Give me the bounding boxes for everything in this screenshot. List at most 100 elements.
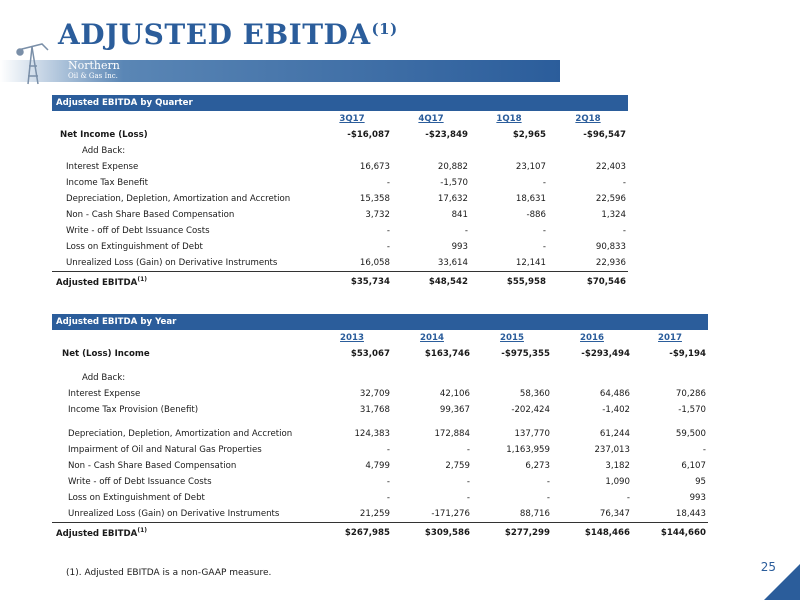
table-cell: -1,402 bbox=[602, 405, 630, 415]
table-cell: - bbox=[386, 178, 390, 188]
table-cell: 42,106 bbox=[439, 389, 470, 399]
table-cell: - bbox=[546, 477, 550, 487]
table-cell: 70,286 bbox=[675, 389, 706, 399]
table-row: Add Back: bbox=[52, 143, 628, 159]
table-cell: 58,360 bbox=[519, 389, 550, 399]
footnote: (1). Adjusted EBITDA is a non-GAAP measu… bbox=[66, 568, 272, 578]
table-cell: 3,732 bbox=[365, 210, 390, 220]
total-cell: $48,542 bbox=[392, 271, 470, 292]
logo-line1: Northern bbox=[68, 59, 120, 72]
table-cell: -$975,355 bbox=[501, 349, 550, 359]
table-cell: 33,614 bbox=[437, 258, 468, 268]
table-cell: -1,570 bbox=[678, 405, 706, 415]
total-row: Adjusted EBITDA(1) $267,985 $309,586 $277,2… bbox=[52, 522, 708, 543]
table-cell: 2,759 bbox=[445, 461, 470, 471]
table-cell: 6,273 bbox=[525, 461, 550, 471]
logo-band bbox=[0, 60, 560, 82]
corner-decoration bbox=[764, 564, 800, 600]
row-label: Income Tax Provision (Benefit) bbox=[68, 405, 199, 415]
row-label: Write - off of Debt Issuance Costs bbox=[68, 477, 212, 487]
total-label: Adjusted EBITDA(1) bbox=[52, 271, 312, 292]
table-cell: 3,182 bbox=[605, 461, 630, 471]
table-cell: - bbox=[542, 242, 546, 252]
table-cell: $163,746 bbox=[424, 349, 470, 359]
row-label: Unrealized Loss (Gain) on Derivative Ins… bbox=[68, 509, 280, 519]
table-cell: 23,107 bbox=[515, 162, 546, 172]
table-cell: 1,324 bbox=[601, 210, 626, 220]
table-row: Depreciation, Depletion, Amortization an… bbox=[52, 191, 628, 207]
row-label: Loss on Extinguishment of Debt bbox=[68, 493, 205, 503]
table-row: Net (Loss) Income $53,067 $163,746 -$975,35… bbox=[52, 346, 708, 362]
table-cell: - bbox=[622, 226, 626, 236]
table-cell: -886 bbox=[526, 210, 546, 220]
total-cell: $70,546 bbox=[548, 271, 628, 292]
table-cell: - bbox=[622, 178, 626, 188]
table-cell: $53,067 bbox=[350, 349, 390, 359]
total-cell: $267,985 bbox=[312, 522, 392, 543]
table-row: Non - Cash Share Based Compensation 4,799… bbox=[52, 458, 708, 474]
table-cell: 18,443 bbox=[675, 509, 706, 519]
row-label: Non - Cash Share Based Compensation bbox=[68, 461, 237, 471]
table-cell: 16,058 bbox=[359, 258, 390, 268]
table-cell: 61,244 bbox=[599, 429, 630, 439]
table-row: Non - Cash Share Based Compensation 3,732… bbox=[52, 207, 628, 223]
table-cell: 993 bbox=[689, 493, 706, 503]
table-cell: - bbox=[542, 226, 546, 236]
table-row: Write - off of Debt Issuance Costs - - - - bbox=[52, 223, 628, 239]
total-cell: $277,299 bbox=[472, 522, 552, 543]
table-cell: 1,090 bbox=[605, 477, 630, 487]
logo-line2: Oil & Gas Inc. bbox=[68, 72, 118, 80]
table-row: Loss on Extinguishment of Debt - 993 - 90,83… bbox=[52, 239, 628, 255]
table-cell: 20,882 bbox=[437, 162, 468, 172]
table-cell: 90,833 bbox=[595, 242, 626, 252]
column-header: 1Q18 bbox=[496, 114, 522, 124]
table-cell: 17,632 bbox=[437, 194, 468, 204]
table-cell: - bbox=[464, 226, 468, 236]
row-spacer bbox=[52, 362, 708, 370]
table-row: Loss on Extinguishment of Debt - - - - 993 bbox=[52, 490, 708, 506]
oil-rig-icon bbox=[16, 43, 49, 85]
table-cell: 59,500 bbox=[675, 429, 706, 439]
row-label: Interest Expense bbox=[66, 162, 139, 172]
table-cell: 18,631 bbox=[515, 194, 546, 204]
table-row: Interest Expense 16,673 20,882 23,107 22,403 bbox=[52, 159, 628, 175]
table-row: Net Income (Loss) -$16,087 -$23,849 $2,965 -… bbox=[52, 127, 628, 143]
table-cell: - bbox=[702, 445, 706, 455]
table-cell: 99,367 bbox=[439, 405, 470, 415]
table-cell: - bbox=[466, 477, 470, 487]
page-title: ADJUSTED EBITDA(1) bbox=[58, 18, 398, 51]
row-label: Write - off of Debt Issuance Costs bbox=[66, 226, 210, 236]
table-cell: 32,709 bbox=[359, 389, 390, 399]
row-label: Net (Loss) Income bbox=[62, 349, 150, 359]
row-label: Income Tax Benefit bbox=[66, 178, 148, 188]
table-cell: - bbox=[466, 493, 470, 503]
table-cell bbox=[632, 370, 708, 386]
table-cell bbox=[548, 143, 628, 159]
table-cell bbox=[312, 370, 392, 386]
column-header: 2013 bbox=[340, 333, 364, 343]
table-cell: 16,673 bbox=[359, 162, 390, 172]
table-cell: 993 bbox=[451, 242, 468, 252]
quarter-table: Adjusted EBITDA by Quarter 3Q17 4Q17 1Q1… bbox=[52, 95, 628, 292]
page-number: 25 bbox=[760, 560, 776, 574]
table-cell: 31,768 bbox=[359, 405, 390, 415]
total-cell: $35,734 bbox=[312, 271, 392, 292]
row-label: Interest Expense bbox=[68, 389, 141, 399]
company-logo: Northern Oil & Gas Inc. bbox=[68, 59, 120, 81]
table-cell: - bbox=[386, 477, 390, 487]
table-cell: 12,141 bbox=[515, 258, 546, 268]
table-cell: 137,770 bbox=[514, 429, 550, 439]
table-cell: 172,884 bbox=[434, 429, 470, 439]
table-cell bbox=[392, 143, 470, 159]
quarter-column-headers: 3Q17 4Q17 1Q18 2Q18 bbox=[52, 111, 628, 127]
table-cell: - bbox=[466, 445, 470, 455]
table-cell: - bbox=[386, 445, 390, 455]
total-cell: $55,958 bbox=[470, 271, 548, 292]
table-cell: - bbox=[626, 493, 630, 503]
column-header: 2014 bbox=[420, 333, 444, 343]
column-header: 2017 bbox=[658, 333, 682, 343]
table-cell: 6,107 bbox=[681, 461, 706, 471]
table-cell: 22,403 bbox=[595, 162, 626, 172]
column-header: 2015 bbox=[500, 333, 524, 343]
table-row: Income Tax Benefit - -1,570 - - bbox=[52, 175, 628, 191]
